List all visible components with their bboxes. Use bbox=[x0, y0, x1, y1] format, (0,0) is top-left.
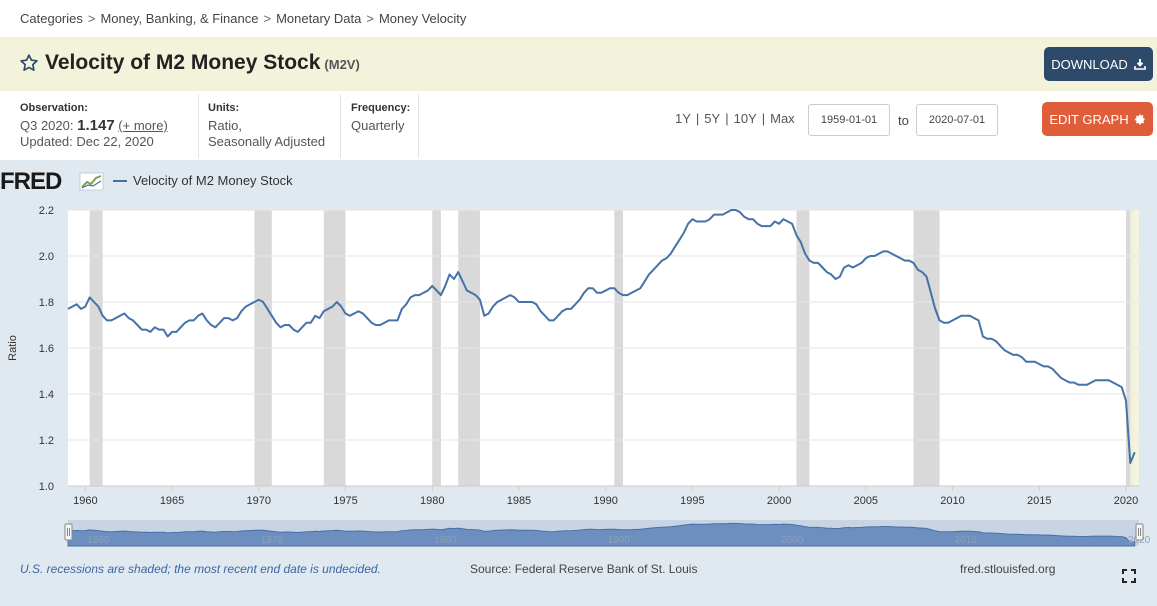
fred-logo: FRED bbox=[0, 168, 104, 194]
series-title-text: Velocity of M2 Money Stock bbox=[45, 51, 321, 74]
range-5y[interactable]: 5Y bbox=[704, 111, 721, 126]
breadcrumb-separator: > bbox=[263, 11, 272, 26]
y-tick-label: 1.6 bbox=[39, 343, 54, 355]
x-tick-label: 1970 bbox=[247, 495, 271, 507]
x-tick-label: 1995 bbox=[680, 495, 704, 507]
x-tick-label: 1985 bbox=[507, 495, 531, 507]
range-max[interactable]: Max bbox=[770, 111, 795, 126]
x-tick-label: 2000 bbox=[767, 495, 791, 507]
y-axis-label: Ratio bbox=[7, 335, 19, 361]
y-tick-label: 2.2 bbox=[39, 205, 54, 217]
download-label: DOWNLOAD bbox=[1051, 56, 1128, 72]
range-10y[interactable]: 10Y bbox=[733, 111, 757, 126]
range-divider: | bbox=[725, 111, 729, 126]
y-tick-label: 2.0 bbox=[39, 251, 54, 263]
navigator-right-handle[interactable] bbox=[1135, 523, 1144, 541]
units-block: Units: Ratio, Seasonally Adjusted bbox=[208, 100, 325, 150]
x-tick-label: 2010 bbox=[940, 495, 964, 507]
breadcrumb-monetary-data[interactable]: Monetary Data bbox=[276, 11, 362, 26]
y-tick-label: 1.2 bbox=[39, 435, 54, 447]
meta-divider bbox=[340, 94, 341, 158]
y-tick-label: 1.0 bbox=[39, 481, 54, 493]
frequency-value: Quarterly bbox=[351, 118, 405, 133]
meta-divider bbox=[418, 94, 419, 158]
units-line1: Ratio, bbox=[208, 118, 242, 133]
navigator-year-label: 2000 bbox=[781, 535, 804, 546]
fred-logo-graph-line bbox=[81, 175, 102, 188]
x-tick-label: 2005 bbox=[854, 495, 878, 507]
navigator-series-area bbox=[67, 522, 1136, 547]
x-tick-label: 1960 bbox=[73, 495, 97, 507]
units-line2: Seasonally Adjusted bbox=[208, 134, 326, 149]
range-divider: | bbox=[761, 111, 766, 126]
updated-date: Updated: Dec 22, 2020 bbox=[20, 134, 154, 149]
x-tick-label: 2015 bbox=[1027, 495, 1051, 507]
end-date-input[interactable] bbox=[916, 104, 998, 136]
edit-graph-label: EDIT GRAPH bbox=[1049, 111, 1129, 127]
fred-logo-text: FRED bbox=[0, 168, 62, 194]
to-label: to bbox=[898, 113, 909, 128]
source-text: Source: Federal Reserve Bank of St. Loui… bbox=[470, 562, 698, 576]
navigator-year-label: 1980 bbox=[434, 535, 457, 546]
units-label: Units: bbox=[208, 102, 240, 114]
edit-graph-button[interactable]: EDIT GRAPH bbox=[1042, 102, 1153, 136]
page-title: Velocity of M2 Money Stock (M2V) bbox=[45, 51, 360, 75]
more-observations-link[interactable]: (+ more) bbox=[118, 118, 168, 133]
legend-swatch bbox=[113, 179, 127, 182]
frequency-label: Frequency: bbox=[351, 102, 411, 114]
fullscreen-icon[interactable] bbox=[1122, 569, 1136, 583]
breadcrumb-money-velocity[interactable]: Money Velocity bbox=[378, 11, 467, 26]
navigator-year-label: 1970 bbox=[261, 535, 284, 546]
meta-divider bbox=[198, 94, 199, 158]
breadcrumb-categories[interactable]: Categories bbox=[20, 11, 83, 26]
start-date-input[interactable] bbox=[808, 104, 890, 136]
breadcrumb-separator: > bbox=[87, 11, 96, 26]
line-chart[interactable]: 1.0 1.2 1.4 1.6 1.8 2.0 2.2 Ratio 1960 1965 1970 19… bbox=[0, 200, 1157, 562]
navigator-left-handle[interactable] bbox=[64, 523, 73, 541]
observation-value: 1.147 bbox=[77, 117, 115, 134]
navigator-year-label: 1960 bbox=[87, 535, 110, 546]
series-line bbox=[67, 209, 1136, 464]
breadcrumb-money-banking-finance[interactable]: Money, Banking, & Finance bbox=[100, 11, 259, 26]
navigator-year-label: 1990 bbox=[608, 535, 631, 546]
range-1y[interactable]: 1Y bbox=[675, 111, 691, 126]
observation-label: Observation: bbox=[20, 102, 88, 114]
gear-icon bbox=[1134, 114, 1145, 125]
x-tick-label: 1965 bbox=[160, 495, 184, 507]
fred-logo-graph-line-2 bbox=[81, 180, 102, 189]
site-text: fred.stlouisfed.org bbox=[960, 562, 1056, 576]
y-tick-label: 1.8 bbox=[39, 297, 54, 309]
x-tick-label: 1980 bbox=[420, 495, 444, 507]
series-code: (M2V) bbox=[324, 57, 360, 72]
legend-label: Velocity of M2 Money Stock bbox=[133, 173, 293, 188]
frequency-block: Frequency: Quarterly bbox=[351, 100, 410, 134]
breadcrumb-separator: > bbox=[366, 11, 374, 26]
range-divider: | bbox=[695, 111, 700, 126]
chart-legend: Velocity of M2 Money Stock bbox=[113, 173, 293, 188]
x-tick-label: 1990 bbox=[593, 495, 617, 507]
download-button[interactable]: DOWNLOAD bbox=[1044, 47, 1153, 81]
recession-note: U.S. recessions are shaded; the most rec… bbox=[20, 562, 381, 576]
x-tick-label: 1975 bbox=[333, 495, 357, 507]
y-tick-label: 1.4 bbox=[39, 389, 54, 401]
x-tick-label: 2020 bbox=[1114, 495, 1138, 507]
observation-block: Observation: Q3 2020: 1.147 (+ more) Upd… bbox=[20, 100, 168, 150]
download-icon bbox=[1133, 59, 1146, 70]
observation-period: Q3 2020: bbox=[20, 118, 74, 133]
chart-area: FRED Velocity of M2 Money Stock 1.0 1.2 1.… bbox=[0, 160, 1157, 606]
range-selector: 1Y | 5Y | 10Y | Max bbox=[675, 111, 795, 126]
navigator-year-label: 2010 bbox=[955, 535, 978, 546]
star-outline-icon[interactable] bbox=[19, 53, 39, 73]
title-band: Velocity of M2 Money Stock (M2V) DOWNLOAD bbox=[0, 37, 1157, 91]
breadcrumb: Categories > Money, Banking, & Finance > Mon… bbox=[20, 11, 466, 26]
